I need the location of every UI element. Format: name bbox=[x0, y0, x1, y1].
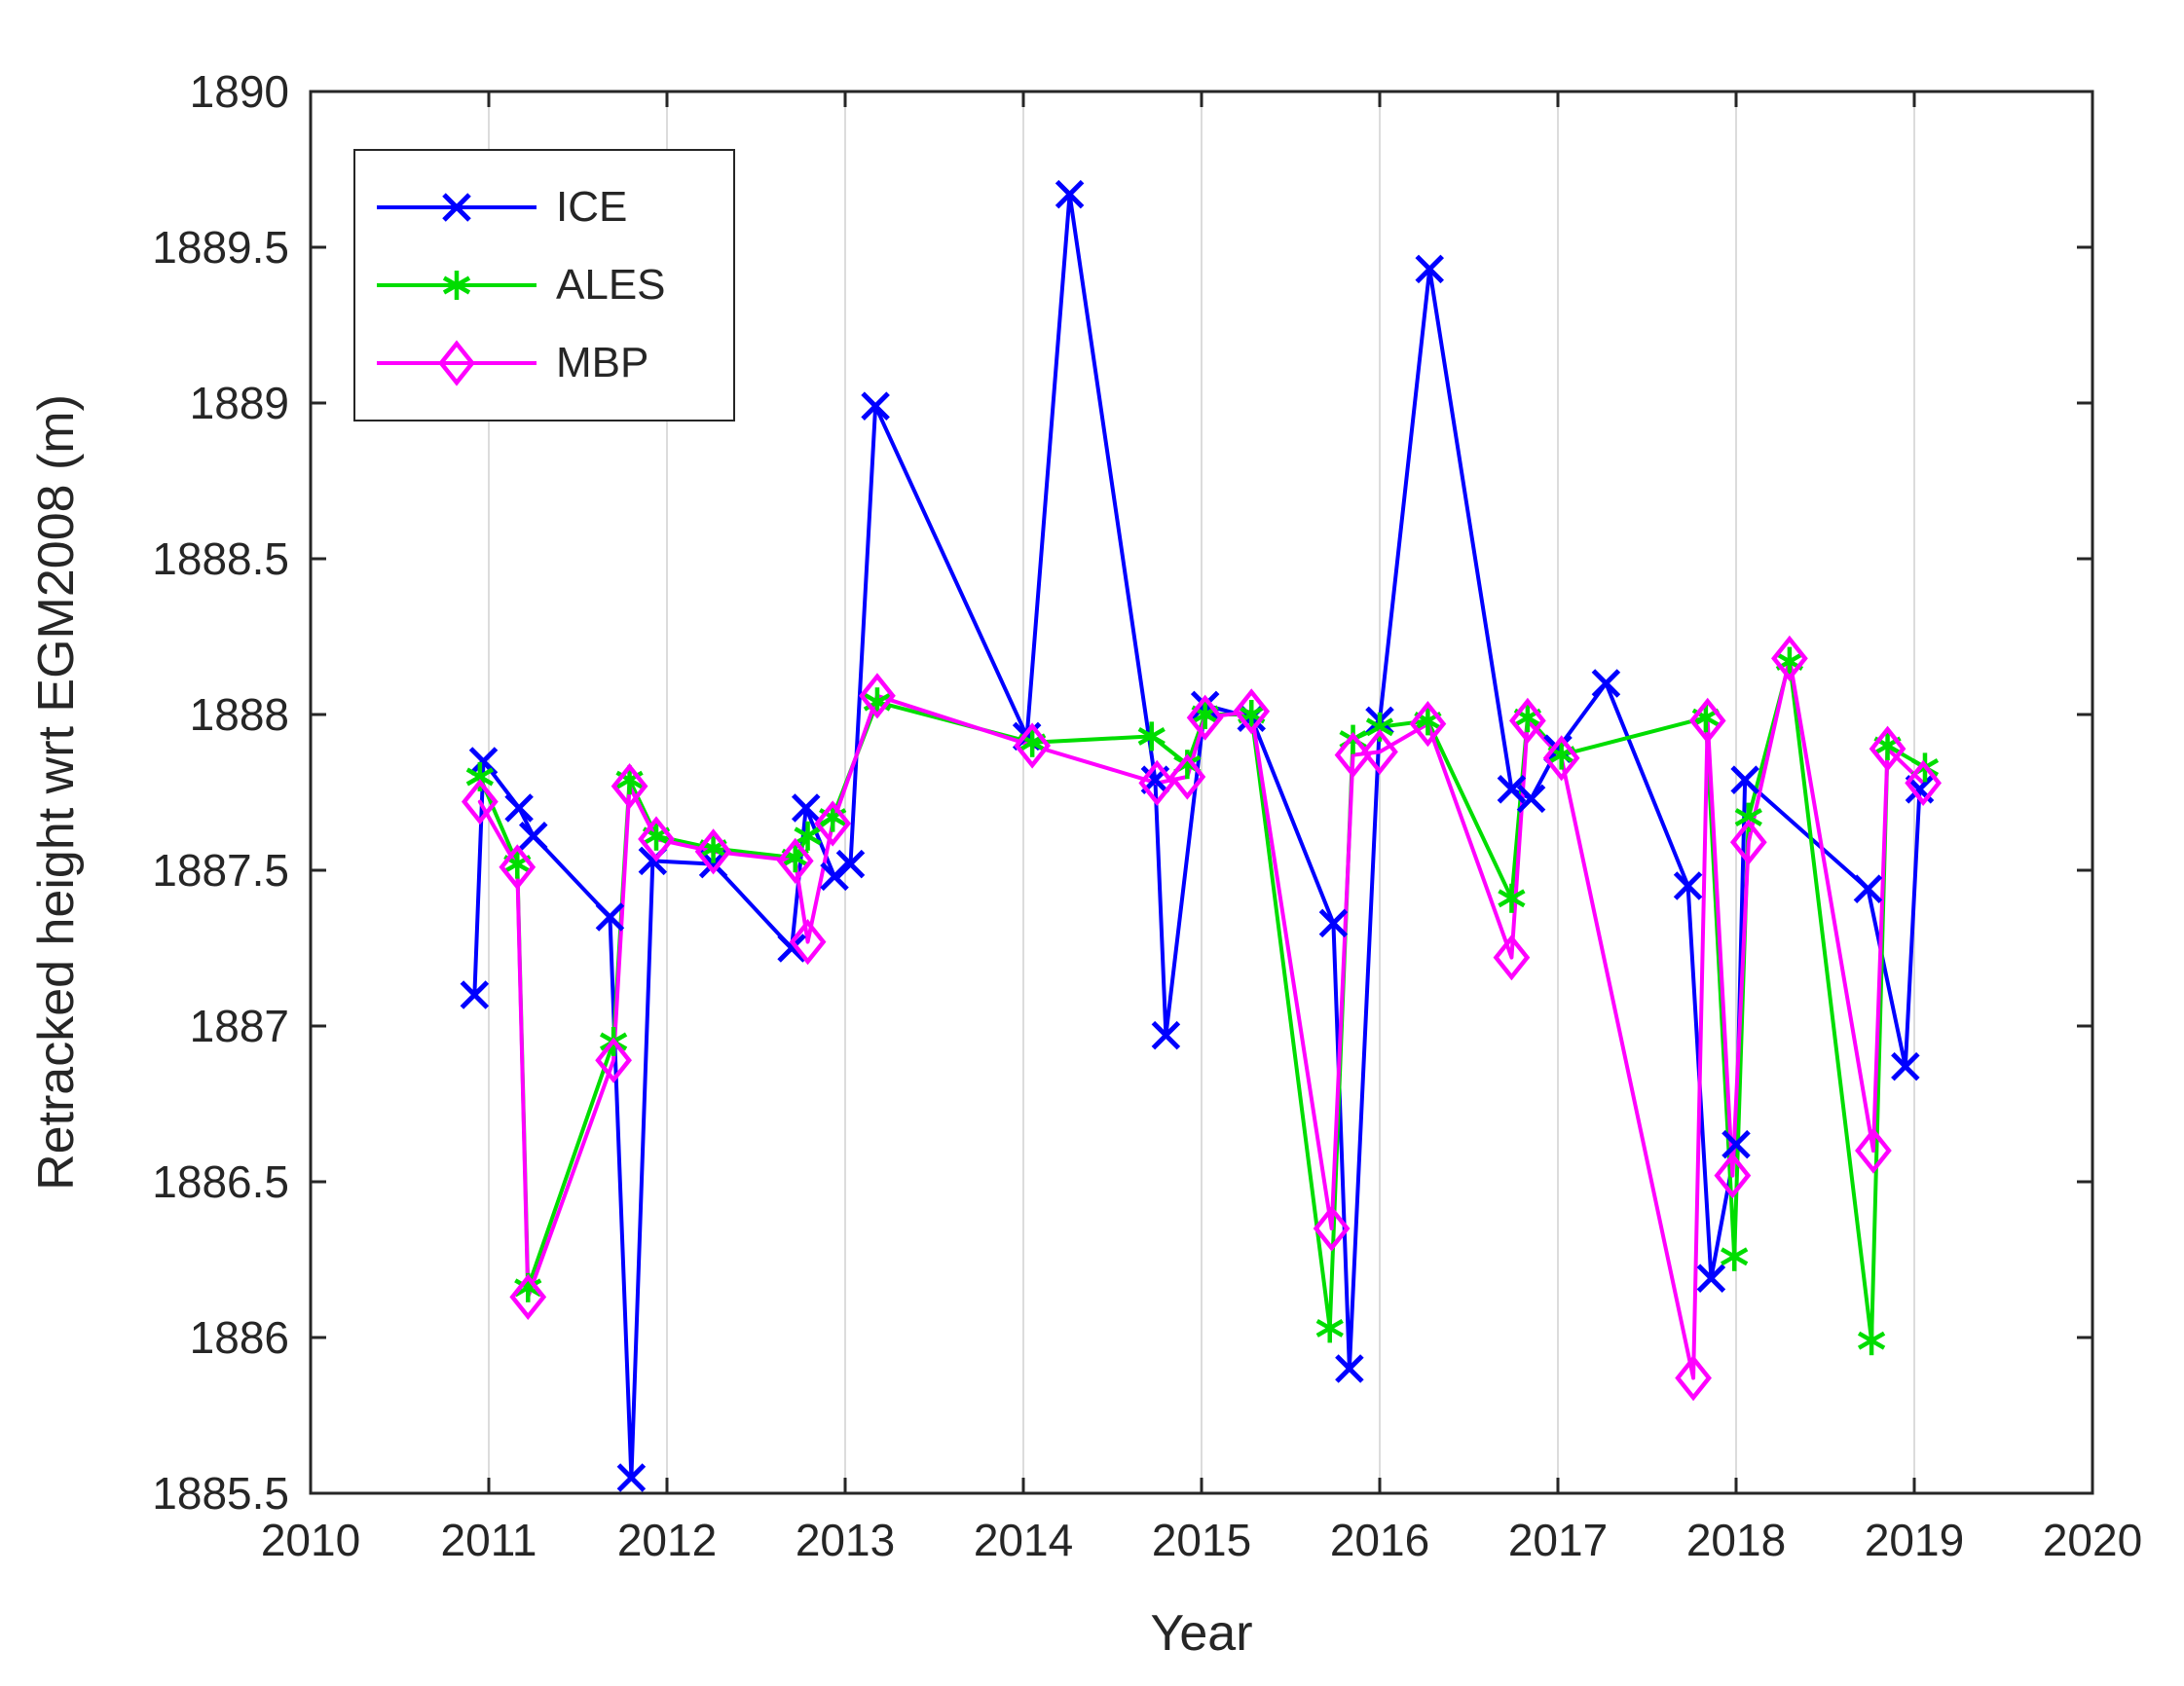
y-tick-label: 1887 bbox=[190, 1001, 289, 1051]
y-tick-label: 1886.5 bbox=[152, 1156, 289, 1207]
x-tick-label: 2011 bbox=[441, 1515, 537, 1565]
legend: ICE ALES MBP bbox=[353, 149, 735, 422]
y-tick-label: 1888 bbox=[190, 689, 289, 740]
y-axis-label: Retracked height wrt EGM2008 (m) bbox=[28, 394, 85, 1191]
series-markers-ice bbox=[460, 179, 1935, 1492]
y-tick-label: 1888.5 bbox=[152, 533, 289, 584]
x-tick-label: 2014 bbox=[974, 1515, 1073, 1565]
series-markers-mbp bbox=[461, 635, 1943, 1402]
x-tick-label: 2019 bbox=[1865, 1515, 1964, 1565]
legend-item-ales: ALES bbox=[373, 246, 714, 324]
legend-item-ice: ICE bbox=[373, 168, 714, 246]
series-markers-ales bbox=[465, 646, 1940, 1356]
ales-line-asterisk-icon bbox=[377, 271, 537, 300]
x-tick-label: 2012 bbox=[617, 1515, 717, 1565]
y-tick-label: 1886 bbox=[190, 1312, 289, 1363]
x-tick-label: 2016 bbox=[1330, 1515, 1429, 1565]
y-tick-label: 1890 bbox=[190, 66, 289, 117]
mbp-line-diamond-icon bbox=[377, 340, 537, 386]
x-tick-label: 2010 bbox=[261, 1515, 360, 1565]
x-tick-label: 2018 bbox=[1686, 1515, 1786, 1565]
x-tick-label: 2015 bbox=[1152, 1515, 1251, 1565]
legend-label: ALES bbox=[556, 261, 666, 309]
legend-label: MBP bbox=[556, 339, 649, 386]
x-tick-label: 2017 bbox=[1508, 1515, 1608, 1565]
x-axis-label: Year bbox=[1150, 1605, 1253, 1662]
x-tick-label: 2013 bbox=[796, 1515, 895, 1565]
x-tick-label: 2020 bbox=[2043, 1515, 2142, 1565]
y-tick-label: 1887.5 bbox=[152, 845, 289, 896]
legend-item-mbp: MBP bbox=[373, 324, 714, 402]
ice-line-x-icon bbox=[377, 193, 537, 222]
y-tick-label: 1885.5 bbox=[152, 1468, 289, 1519]
y-tick-label: 1889.5 bbox=[152, 222, 289, 273]
y-tick-label: 1889 bbox=[190, 378, 289, 428]
legend-label: ICE bbox=[556, 183, 628, 231]
